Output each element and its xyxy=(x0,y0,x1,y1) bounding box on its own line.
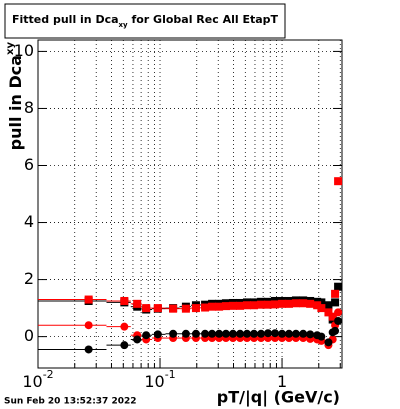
marker-circle xyxy=(299,329,308,338)
marker-square xyxy=(153,304,162,313)
marker-circle xyxy=(120,322,129,331)
y-tick-label: 8 xyxy=(24,98,34,117)
marker-circle xyxy=(221,329,230,338)
marker-square xyxy=(120,296,129,305)
title-box xyxy=(4,3,286,39)
marker-circle xyxy=(153,330,162,339)
x-tick-exp: -1 xyxy=(165,368,176,381)
marker-square xyxy=(328,312,337,321)
marker-circle xyxy=(331,326,340,335)
marker-circle xyxy=(249,329,258,338)
marker-square xyxy=(334,177,343,186)
marker-square xyxy=(271,300,280,309)
y-tick-label: 10 xyxy=(14,41,34,60)
y-tick-label: 0 xyxy=(24,326,34,345)
x-tick-label: 10-2 xyxy=(22,368,53,391)
marker-square xyxy=(142,304,151,313)
y-label-main: pull in Dca xyxy=(6,55,25,150)
x-tick-base: 1 xyxy=(277,372,287,391)
marker-square xyxy=(221,302,230,311)
marker-square xyxy=(257,300,266,309)
marker-circle xyxy=(215,329,224,338)
marker-square xyxy=(313,301,322,310)
x-tick-label: 1 xyxy=(277,372,287,391)
marker-square xyxy=(306,299,315,308)
marker-square xyxy=(284,299,293,308)
marker-circle xyxy=(236,329,245,338)
marker-square xyxy=(249,301,258,310)
title-rest: for Global Rec All EtapT xyxy=(128,13,279,26)
marker-circle xyxy=(278,329,287,338)
x-tick-label: 10-1 xyxy=(144,368,175,391)
marker-circle xyxy=(208,329,217,338)
marker-square xyxy=(236,301,245,310)
timestamp: Sun Feb 20 13:52:37 2022 xyxy=(4,397,137,407)
marker-square xyxy=(317,298,326,307)
marker-square xyxy=(324,301,333,310)
x-tick-base: 10 xyxy=(144,372,164,391)
marker-square xyxy=(208,302,217,311)
plot-frame xyxy=(37,39,343,369)
marker-circle xyxy=(191,329,200,338)
marker-square xyxy=(324,308,333,317)
marker-square xyxy=(84,295,93,304)
marker-square xyxy=(133,299,142,308)
marker-circle xyxy=(169,329,178,338)
marker-square xyxy=(299,299,308,308)
marker-square xyxy=(263,300,272,309)
marker-circle xyxy=(142,331,151,340)
y-label-sub: xy xyxy=(5,42,16,55)
marker-circle xyxy=(291,329,300,338)
marker-circle xyxy=(284,329,293,338)
marker-circle xyxy=(334,308,343,317)
y-axis-label: pull in Dcaxy xyxy=(5,42,25,151)
marker-square xyxy=(334,282,343,291)
marker-square xyxy=(228,301,237,310)
marker-square xyxy=(317,304,326,313)
marker-square xyxy=(291,299,300,308)
marker-circle xyxy=(257,329,266,338)
marker-circle xyxy=(334,316,343,325)
marker-square xyxy=(215,302,224,311)
title-main: Fitted pull in Dca xyxy=(12,13,119,26)
y-tick-label: 4 xyxy=(24,212,34,231)
chart-title: Fitted pull in Dcaxy for Global Rec All … xyxy=(12,13,279,29)
marker-circle xyxy=(242,329,251,338)
marker-circle xyxy=(263,329,272,338)
x-axis-label: pT/|q| (GeV/c) xyxy=(217,388,340,408)
marker-square xyxy=(331,289,340,298)
marker-square xyxy=(242,301,251,310)
marker-square xyxy=(191,304,200,313)
marker-circle xyxy=(324,338,333,347)
x-tick-base: 10 xyxy=(22,372,42,391)
marker-circle xyxy=(181,329,190,338)
marker-circle xyxy=(133,335,142,344)
marker-circle xyxy=(120,341,129,350)
y-tick-label: 2 xyxy=(24,269,34,288)
marker-circle xyxy=(84,321,93,330)
y-tick-label: 6 xyxy=(24,155,34,174)
x-tick-exp: -2 xyxy=(43,368,54,381)
marker-circle xyxy=(84,345,93,354)
marker-square xyxy=(331,298,340,307)
marker-circle xyxy=(228,329,237,338)
marker-square xyxy=(201,303,210,312)
marker-square xyxy=(181,304,190,313)
title-sub: xy xyxy=(119,21,129,29)
marker-circle xyxy=(201,329,210,338)
marker-square xyxy=(278,299,287,308)
marker-circle xyxy=(271,329,280,338)
marker-circle xyxy=(317,332,326,341)
marker-square xyxy=(169,304,178,313)
marker-circle xyxy=(306,330,315,339)
